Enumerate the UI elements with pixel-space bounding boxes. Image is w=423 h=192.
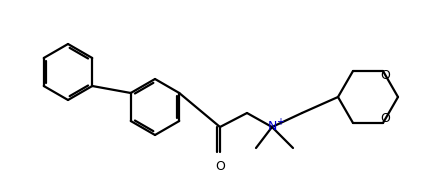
Text: +: + xyxy=(276,117,284,127)
Text: N: N xyxy=(267,121,277,133)
Text: O: O xyxy=(215,160,225,173)
Text: O: O xyxy=(380,69,390,82)
Text: O: O xyxy=(380,113,390,126)
